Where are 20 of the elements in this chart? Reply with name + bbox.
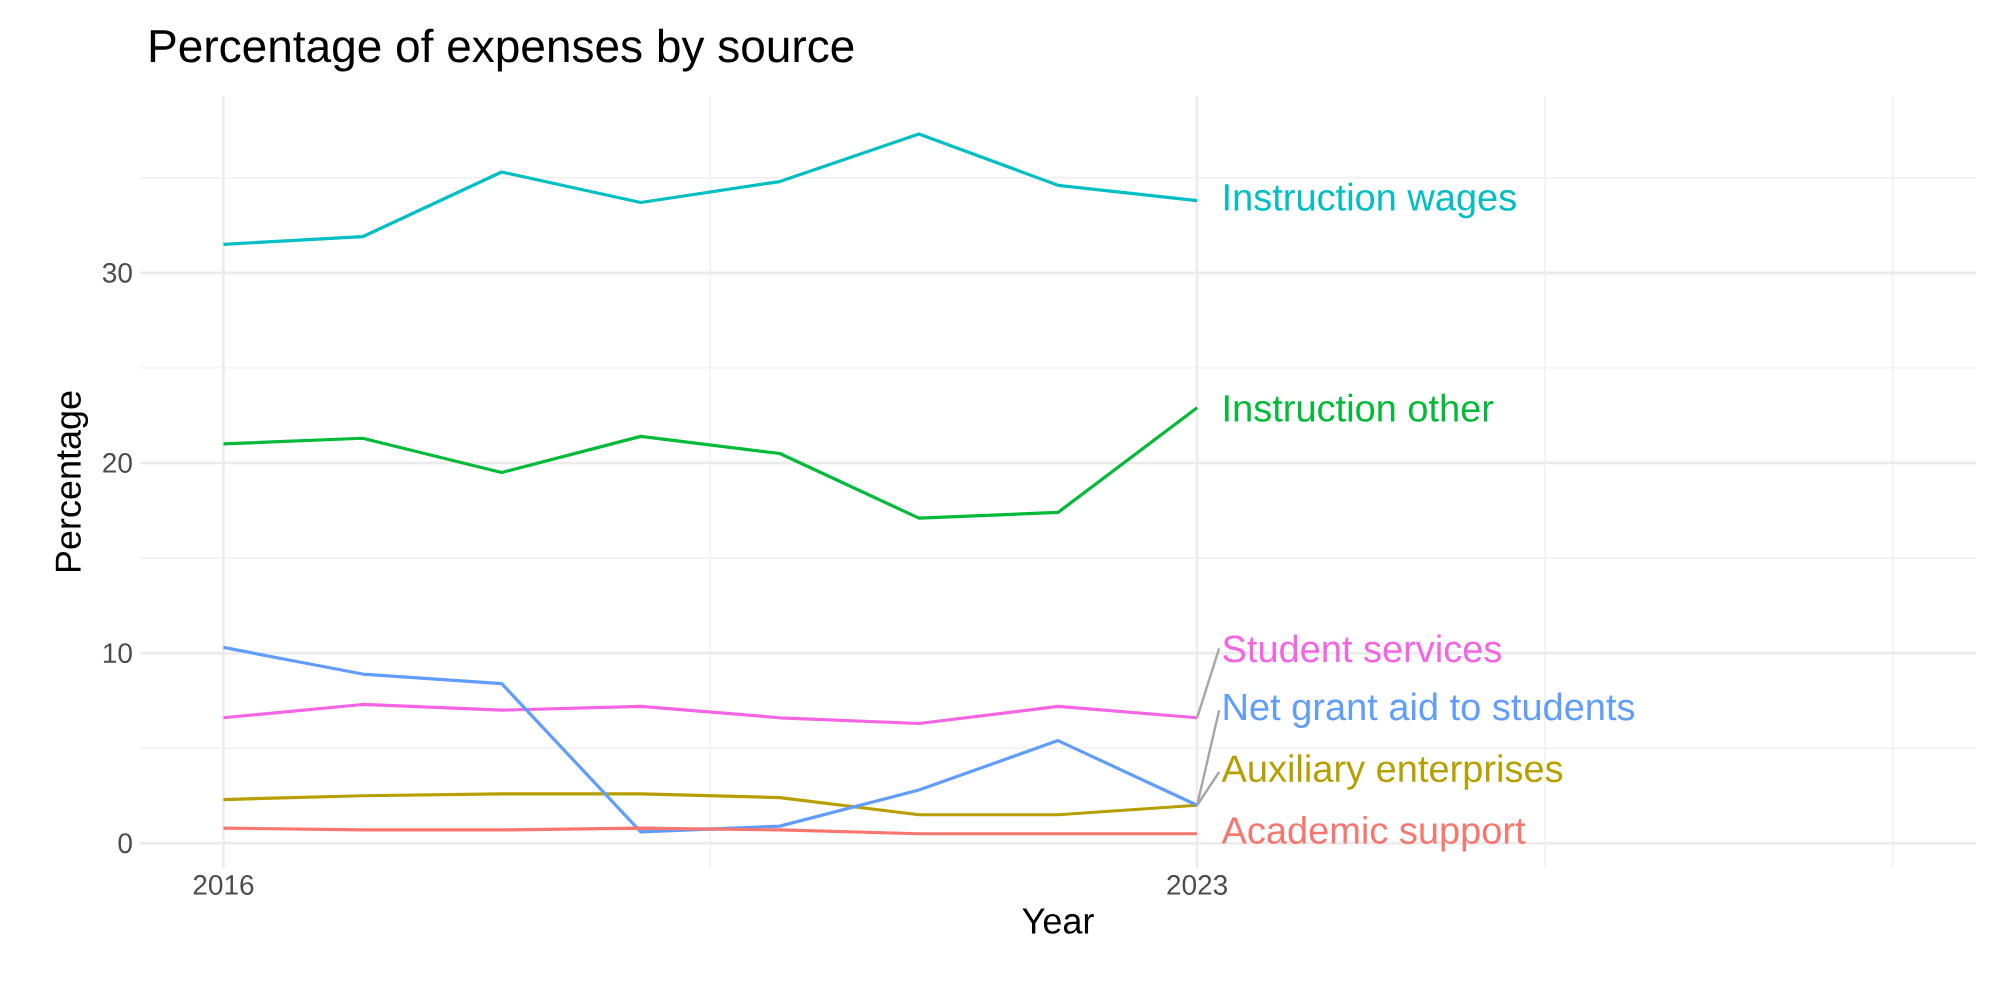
x-tick-label: 2016 <box>193 875 254 895</box>
y-tick-label: 0 <box>118 833 132 854</box>
x-tick-label: 2023 <box>1167 875 1227 895</box>
series-label: Instruction other <box>1225 393 1494 422</box>
series-label: Auxiliary enterprises <box>1221 754 1563 790</box>
text: Net grant aid to students <box>1224 692 1635 728</box>
line-series <box>221 792 1199 817</box>
line-series <box>221 132 1199 246</box>
line-series <box>221 645 1199 834</box>
series-label: Academic support <box>1221 816 1526 852</box>
line-series <box>221 702 1199 726</box>
x-axis-title: Year <box>1022 908 1094 934</box>
y-tick-label: 30 <box>102 262 132 283</box>
line-series <box>221 406 1199 520</box>
y-axis-title: Percentage <box>55 391 89 572</box>
y-tick-label: 10 <box>103 643 132 664</box>
series-label: Instruction wages <box>1225 182 1516 219</box>
series-label: Student services <box>1223 634 1502 663</box>
chart-title: Percentage of expenses by source <box>150 28 854 72</box>
y-tick-label: 20 <box>103 453 132 473</box>
